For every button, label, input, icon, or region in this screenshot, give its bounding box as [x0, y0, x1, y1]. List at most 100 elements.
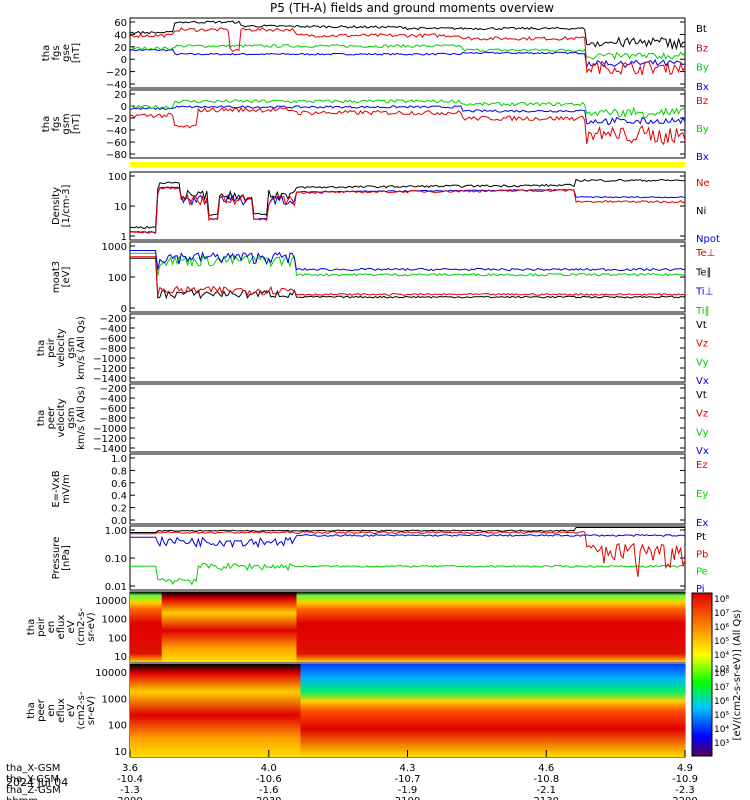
spectrogram-column: [581, 664, 587, 757]
spectrogram-column: [585, 664, 591, 757]
spectrogram-column: [169, 664, 175, 757]
spectrogram-column: [657, 592, 662, 662]
spectrogram-column: [451, 592, 456, 662]
panel-ylabel: fgs: [51, 116, 62, 131]
spectrogram-column: [217, 592, 222, 662]
x-tick-label: 4.6: [538, 763, 554, 774]
spectrogram-column: [161, 664, 167, 757]
spectrogram-column: [641, 592, 646, 662]
panel-ylabel: peer: [46, 406, 57, 430]
spectrogram-column: [411, 664, 417, 757]
spectrogram-column: [213, 592, 218, 662]
panel-ylabel: gse: [61, 44, 72, 62]
spectrogram-column: [157, 664, 163, 757]
spectrogram-column: [613, 592, 619, 662]
spectrogram-column: [336, 664, 341, 757]
spectrogram-column: [673, 592, 678, 662]
spectrogram-column: [443, 592, 448, 662]
y-tick-label: 10: [114, 202, 127, 213]
spectrogram-column: [526, 664, 531, 757]
spectrogram-column: [284, 664, 290, 757]
legend-Ni: Ni: [696, 206, 706, 217]
spectrogram-column: [609, 592, 615, 662]
spectrogram-column: [153, 592, 159, 662]
spectrogram-column: [225, 664, 230, 757]
series-line-Bz: [129, 27, 686, 76]
spectrogram-column: [601, 592, 607, 662]
spectrogram-column: [352, 664, 357, 757]
panel-ylabel: km/s (All Qs): [76, 386, 87, 450]
x-tick-label: -2.3: [675, 785, 695, 796]
panel-frame: [129, 241, 686, 313]
panel-ylabel: eV: [66, 704, 77, 717]
panel-ylabel: tha: [36, 410, 47, 426]
x-tick-label: 4.0: [261, 763, 277, 774]
spectrogram-column: [300, 592, 306, 662]
spectrogram-column: [340, 664, 345, 757]
spectrogram-column: [407, 592, 413, 662]
spectrogram-column: [213, 664, 218, 757]
spectrogram-column: [645, 592, 650, 662]
series-line-By: [129, 99, 686, 119]
spectrogram-column: [300, 664, 306, 757]
y-tick-label: 60: [114, 18, 127, 29]
y-tick-label: −1000: [93, 354, 127, 365]
spectrogram-column: [256, 592, 262, 662]
spectrogram-column: [566, 664, 571, 757]
legend-Bx: Bx: [696, 152, 709, 163]
panel-ylabel: sr-eV): [86, 612, 97, 641]
spectrogram-column: [681, 664, 686, 757]
spectrogram-column: [276, 592, 282, 662]
quality-flag-bar: [130, 162, 685, 167]
spectrogram-column: [665, 592, 670, 662]
y-tick-label: 100: [108, 273, 127, 284]
spectrogram-column: [633, 664, 639, 757]
panel-ylabel: km/s (All Qs): [76, 316, 87, 380]
spectrogram-column: [550, 592, 555, 662]
spectrogram-column: [288, 664, 294, 757]
spectrogram-column: [570, 664, 575, 757]
y-tick-label: 100: [108, 633, 127, 644]
spectrogram-column: [145, 592, 151, 662]
spectrogram-column: [522, 664, 528, 757]
spectrogram-column: [336, 592, 341, 662]
spectrogram-column: [665, 664, 670, 757]
spectrogram-column: [344, 592, 349, 662]
spectrogram-column: [435, 592, 440, 662]
spectrogram-column: [629, 664, 635, 757]
spectrogram-column: [502, 592, 508, 662]
series-line-Pt: [130, 527, 685, 533]
spectrogram-column: [625, 592, 631, 662]
spectrogram-column: [633, 592, 639, 662]
spectrogram-column: [367, 664, 373, 757]
y-tick-label: 1.00: [105, 526, 127, 537]
colorbar: [eV/(cm2-s-sr-eV)] (All Qs): [691, 592, 743, 757]
y-tick-label: 1000: [102, 615, 127, 626]
spectrogram-column: [157, 592, 163, 662]
spectrogram-column: [137, 664, 143, 757]
spectrogram-column: [161, 592, 167, 662]
x-tick-label: -1.9: [398, 785, 418, 796]
spectrogram-column: [550, 664, 555, 757]
x-tick-label: -10.4: [117, 774, 143, 785]
spectrogram-column: [225, 592, 230, 662]
spectrogram-column: [558, 592, 563, 662]
spectrogram-column: [447, 592, 452, 662]
spectrogram-column: [308, 664, 313, 757]
spectrogram-column: [229, 664, 234, 757]
spectrogram-column: [661, 592, 666, 662]
y-tick-label: 0.10: [105, 554, 127, 565]
spectrogram-column: [463, 592, 468, 662]
spectrogram-column: [197, 664, 202, 757]
series-line-Bz: [129, 106, 686, 146]
panel-frame: [129, 453, 686, 525]
spectrogram-column: [387, 664, 393, 757]
spectrogram-column: [538, 592, 543, 662]
panel-ylabel: tha: [26, 619, 37, 635]
y-tick-label: 0.4: [111, 491, 127, 502]
x-tick-label: 2200: [672, 796, 697, 800]
spectrogram-column: [403, 664, 409, 757]
y-tick-label: 20: [114, 43, 127, 54]
legend-Bz: Bz: [696, 96, 708, 107]
spectrogram-column: [677, 592, 682, 662]
